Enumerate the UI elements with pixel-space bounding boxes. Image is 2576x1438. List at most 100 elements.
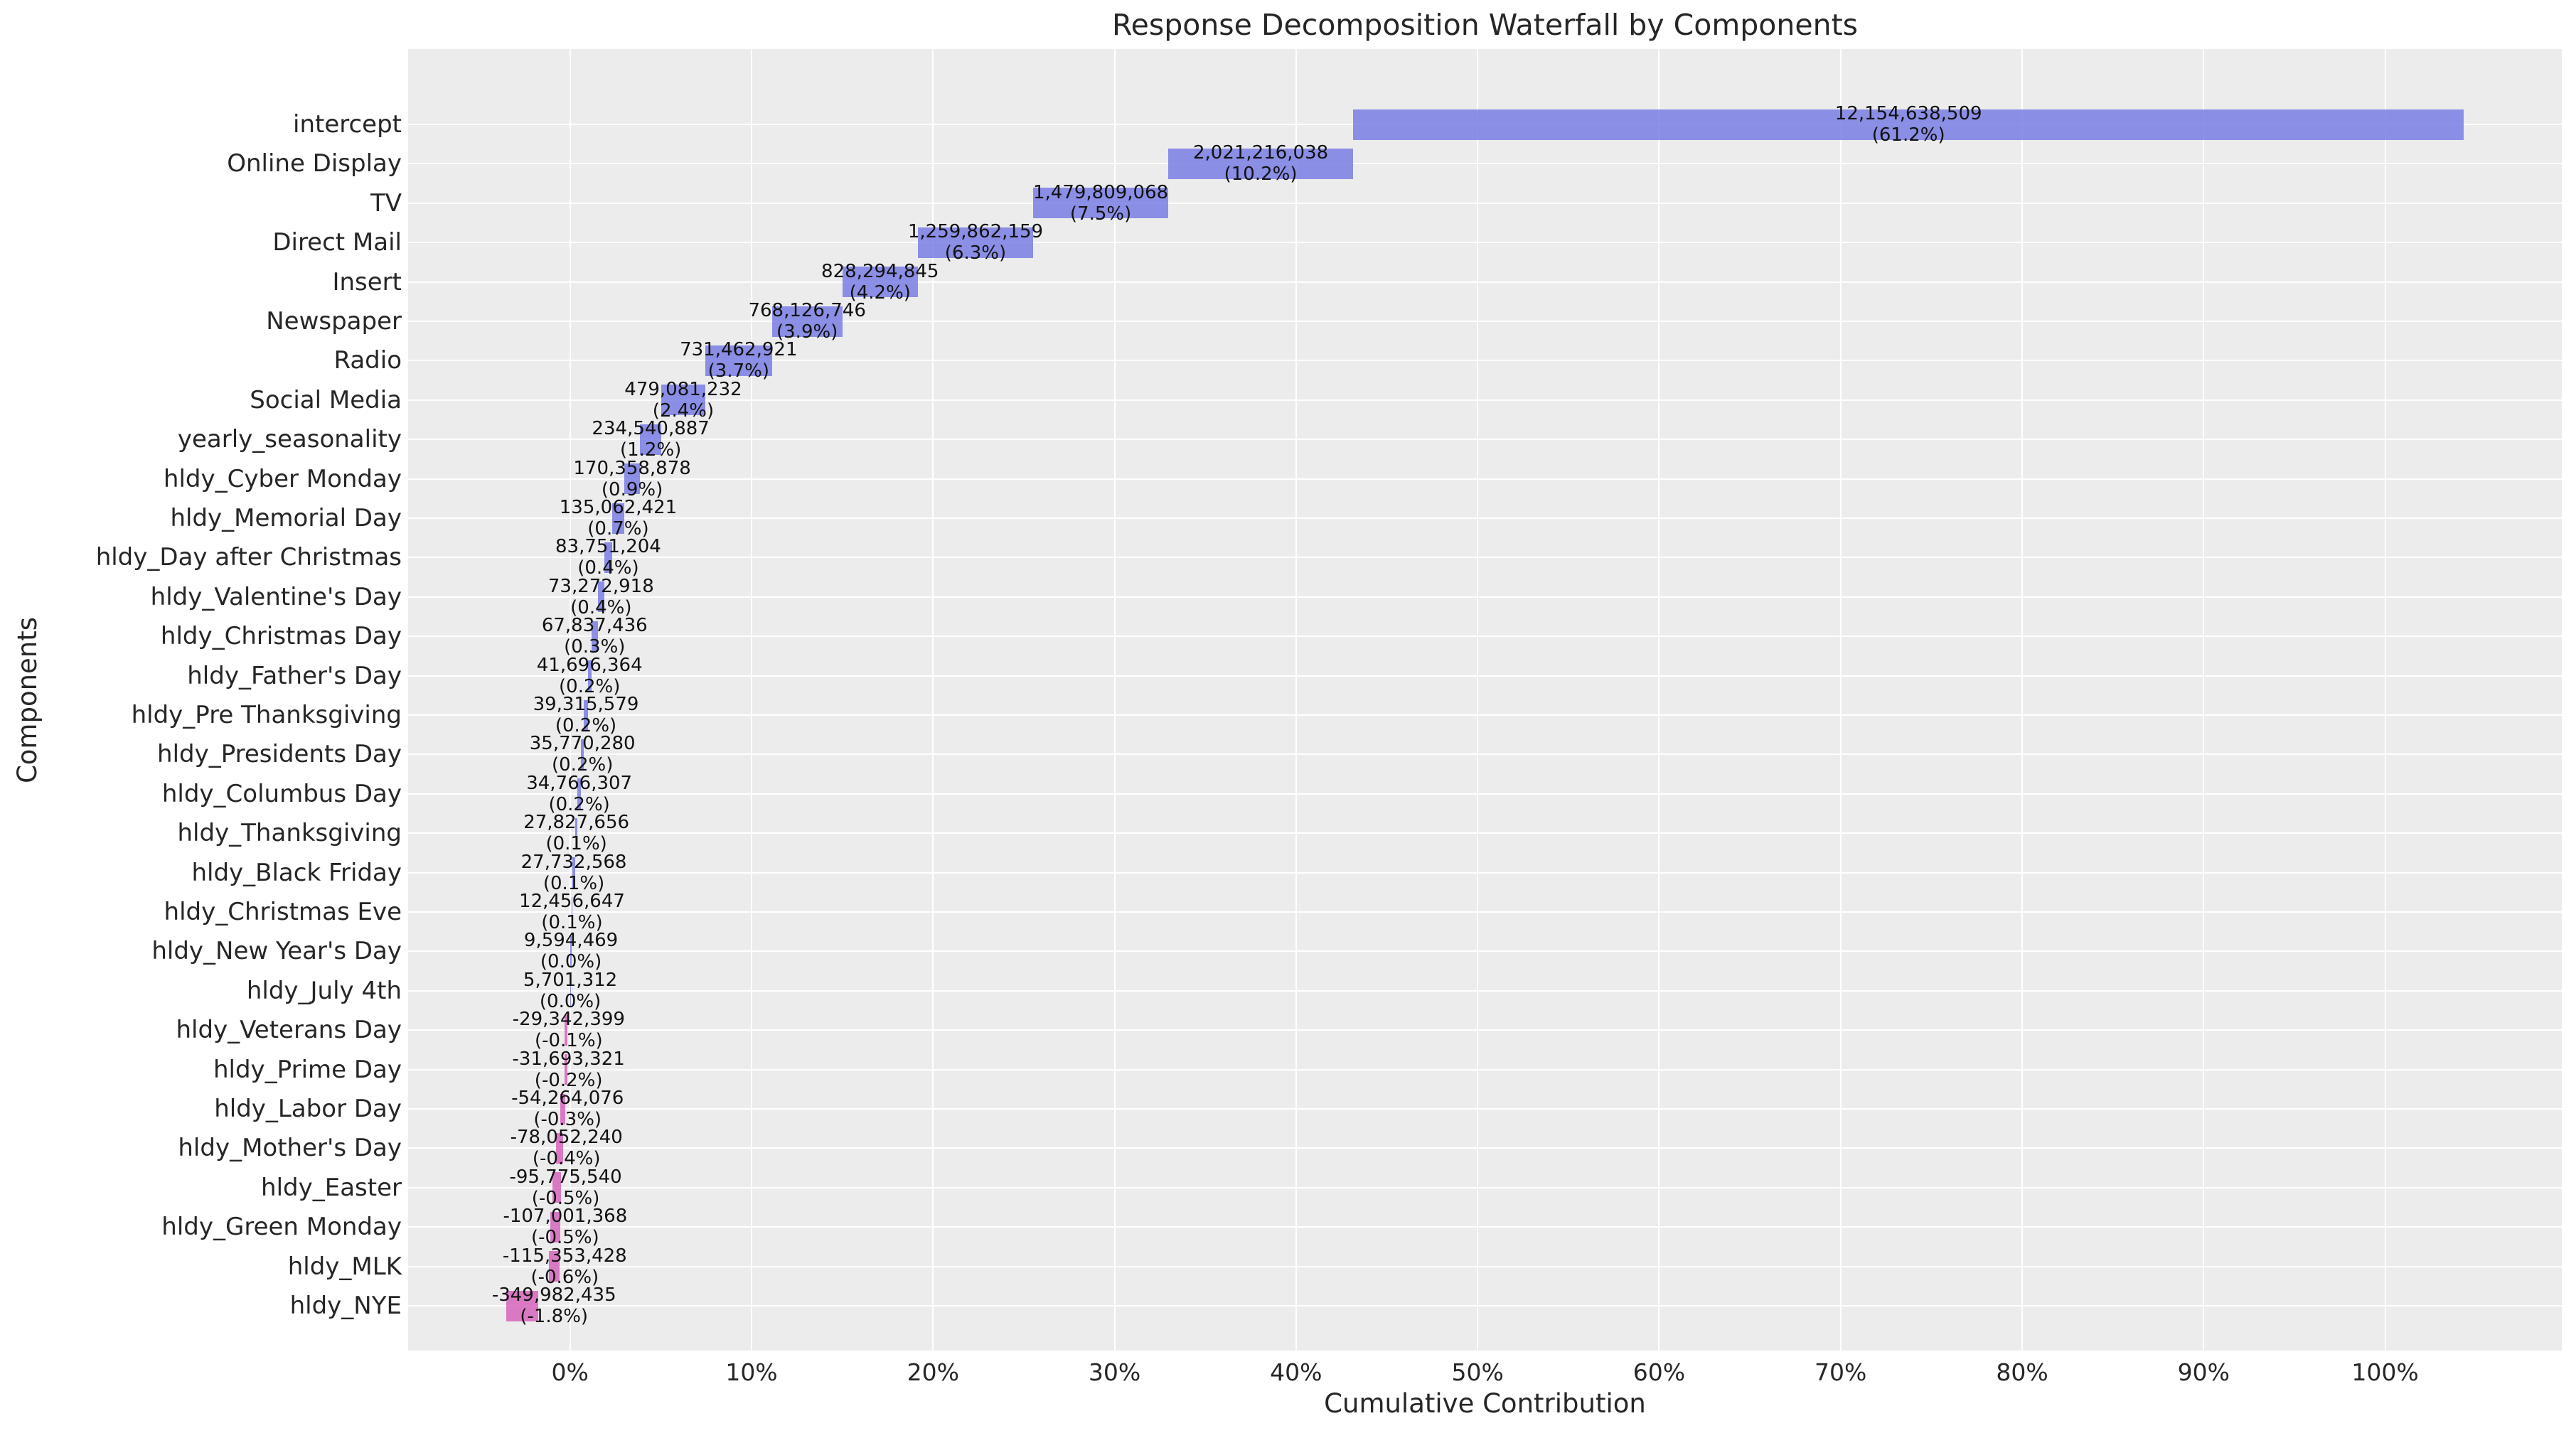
- gridline-x-50%: [1477, 49, 1479, 1351]
- y-tick-hldy_Mother's Day: hldy_Mother's Day: [178, 1134, 402, 1163]
- bar-hldy_Christmas Eve: [571, 896, 573, 928]
- gridline-y-row-21: [408, 950, 2562, 953]
- gridline-y-row-10: [408, 517, 2562, 519]
- bar-percent-text: (2.4%): [652, 399, 715, 422]
- bar-value-label-Insert: 828,294,845 (4.2%): [821, 261, 939, 304]
- x-tick-70%: 70%: [1815, 1358, 1867, 1386]
- bar-percent-text: (-0.5%): [530, 1227, 599, 1249]
- bar-hldy_Labor Day: [560, 1093, 565, 1125]
- bar-value-text: 39,315,579: [533, 694, 639, 715]
- bar-value-text: -29,342,399: [512, 1009, 625, 1031]
- bar-Online Display: [1168, 148, 1353, 179]
- gridline-x-10%: [751, 49, 752, 1351]
- x-tick-20%: 20%: [907, 1358, 959, 1386]
- bar-value-label-Newspaper: 768,126,746 (3.9%): [748, 300, 865, 343]
- bar-Insert: [842, 267, 918, 298]
- bar-hldy_NYE: [506, 1290, 538, 1321]
- x-tick-40%: 40%: [1270, 1358, 1322, 1386]
- bar-value-text: 41,696,364: [536, 654, 643, 676]
- y-tick-hldy_Prime Day: hldy_Prime Day: [213, 1055, 402, 1084]
- x-tick-0%: 0%: [551, 1358, 589, 1386]
- bar-hldy_Thanksgiving: [574, 817, 578, 849]
- bar-Newspaper: [771, 306, 843, 337]
- bar-value-label-hldy_New Year's Day: 9,594,469 (0.0%): [524, 930, 618, 972]
- bar-value-text: -95,775,540: [509, 1166, 622, 1188]
- bar-hldy_Black Friday: [572, 857, 575, 889]
- bar-value-text: 1,479,809,068: [1032, 181, 1169, 203]
- bar-value-text: -349,982,435: [491, 1284, 616, 1306]
- y-tick-Insert: Insert: [332, 267, 402, 296]
- x-tick-100%: 100%: [2351, 1358, 2419, 1386]
- gridline-y-row-3: [408, 242, 2562, 244]
- bar-percent-text: (0.4%): [570, 596, 632, 618]
- bar-value-text: 27,827,656: [523, 812, 630, 834]
- x-tick-50%: 50%: [1451, 1358, 1504, 1386]
- y-tick-intercept: intercept: [293, 110, 402, 139]
- bar-percent-text: (0.0%): [539, 990, 602, 1012]
- y-tick-hldy_Veterans Day: hldy_Veterans Day: [176, 1016, 402, 1045]
- bar-percent-text: (0.1%): [545, 833, 607, 855]
- bar-value-text: 83,751,204: [555, 536, 661, 558]
- bar-hldy_Easter: [552, 1172, 562, 1203]
- plot-area: [408, 49, 2562, 1351]
- y-tick-hldy_Green Monday: hldy_Green Monday: [161, 1213, 402, 1242]
- gridline-y-row-24: [408, 1068, 2562, 1071]
- gridline-x-90%: [2203, 49, 2205, 1351]
- gridline-y-row-9: [408, 478, 2562, 480]
- bar-percent-text: (-0.5%): [531, 1187, 600, 1209]
- y-tick-hldy_Christmas Day: hldy_Christmas Day: [160, 622, 402, 651]
- bar-percent-text: (0.4%): [577, 557, 639, 579]
- bar-percent-text: (1.2%): [619, 439, 682, 461]
- x-tick-10%: 10%: [725, 1358, 778, 1386]
- bar-value-label-hldy_Christmas Eve: 12,456,647 (0.1%): [519, 891, 625, 933]
- bar-value-label-hldy_Mother's Day: -78,052,240 (-0.4%): [511, 1127, 623, 1169]
- bar-value-text: 1,259,862,159: [907, 221, 1044, 243]
- gridline-x-60%: [1658, 49, 1660, 1351]
- bar-hldy_Day after Christmas: [604, 542, 612, 573]
- bar-Social Media: [661, 385, 705, 416]
- bar-value-text: 234,540,887: [592, 418, 710, 440]
- y-tick-hldy_Christmas Eve: hldy_Christmas Eve: [164, 898, 402, 926]
- gridline-x-80%: [2021, 49, 2024, 1351]
- bar-percent-text: (-1.8%): [520, 1306, 589, 1327]
- bar-percent-text: (61.2%): [1871, 124, 1945, 146]
- x-axis-title: Cumulative Contribution: [1324, 1388, 1646, 1419]
- bar-value-text: 9,594,469: [523, 930, 619, 952]
- bar-hldy_Columbus Day: [577, 778, 581, 810]
- bar-percent-text: (0.0%): [540, 951, 602, 973]
- bar-percent-text: (3.7%): [707, 360, 769, 382]
- gridline-y-row-29: [408, 1265, 2562, 1267]
- bar-value-text: 34,766,307: [526, 772, 633, 794]
- bar-value-text: 12,154,638,509: [1834, 103, 1982, 124]
- bar-value-text: 768,126,746: [748, 300, 866, 321]
- y-tick-Online Display: Online Display: [227, 149, 402, 178]
- bar-value-text: 731,462,921: [680, 339, 798, 361]
- gridline-y-row-28: [408, 1226, 2562, 1228]
- y-tick-hldy_Black Friday: hldy_Black Friday: [191, 858, 402, 887]
- bar-value-text: -107,001,368: [503, 1206, 628, 1228]
- gridline-x-30%: [1113, 49, 1116, 1351]
- y-tick-TV: TV: [370, 188, 402, 218]
- bar-value-label-hldy_Veterans Day: -29,342,399 (-0.1%): [513, 1009, 625, 1051]
- bar-value-text: 2,021,216,038: [1192, 142, 1329, 164]
- gridline-x-0%: [569, 49, 571, 1351]
- bar-percent-text: (0.2%): [559, 675, 621, 697]
- gridline-y-row-22: [408, 989, 2562, 992]
- bar-hldy_Green Monday: [550, 1211, 560, 1243]
- y-tick-Newspaper: Newspaper: [266, 307, 402, 336]
- bar-value-label-Social Media: 479,081,232 (2.4%): [624, 379, 742, 422]
- bar-percent-text: (0.9%): [601, 478, 663, 500]
- bar-percent-text: (0.3%): [564, 636, 626, 658]
- bar-TV: [1032, 188, 1169, 219]
- gridline-y-row-26: [408, 1147, 2562, 1149]
- x-tick-60%: 60%: [1632, 1358, 1686, 1386]
- bar-hldy_Mother's Day: [555, 1132, 563, 1164]
- bar-hldy_Christmas Day: [591, 621, 598, 652]
- gridline-y-row-27: [408, 1186, 2562, 1189]
- bar-value-text: 73,272,918: [547, 575, 654, 597]
- y-tick-Direct Mail: Direct Mail: [272, 228, 402, 257]
- gridline-y-row-1: [408, 163, 2562, 165]
- bar-value-label-hldy_Day after Christmas: 83,751,204 (0.4%): [555, 536, 661, 579]
- bar-Radio: [705, 345, 772, 376]
